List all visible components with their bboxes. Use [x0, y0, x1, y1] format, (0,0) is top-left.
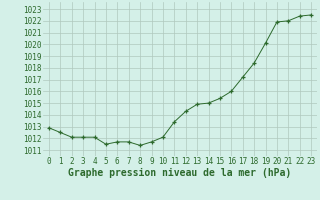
X-axis label: Graphe pression niveau de la mer (hPa): Graphe pression niveau de la mer (hPa): [68, 168, 292, 178]
